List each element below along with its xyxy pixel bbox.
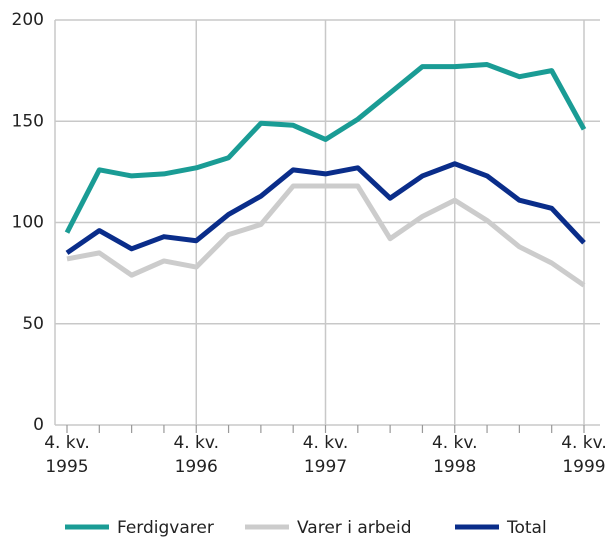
- y-tick-label: 0: [33, 415, 44, 435]
- x-tick-label: 4. kv. 1997: [302, 433, 349, 477]
- x-tick-label: 4. kv. 1999: [561, 433, 607, 477]
- y-tick-label: 200: [12, 10, 44, 30]
- y-tick-label: 100: [12, 213, 44, 233]
- series-line: [64, 62, 587, 234]
- x-tick-label: 4. kv. 1998: [431, 433, 478, 477]
- legend-label: Ferdigvarer: [117, 518, 214, 538]
- y-tick-label: 50: [22, 314, 44, 334]
- x-tick-label: 4. kv. 1996: [173, 433, 220, 477]
- y-tick-label: 150: [12, 111, 44, 131]
- legend-label: Total: [506, 518, 547, 538]
- legend-label: Varer i arbeid: [297, 518, 412, 538]
- x-tick-label: 4. kv. 1995: [44, 433, 90, 477]
- series-line: [65, 161, 586, 255]
- series-line: [66, 183, 586, 288]
